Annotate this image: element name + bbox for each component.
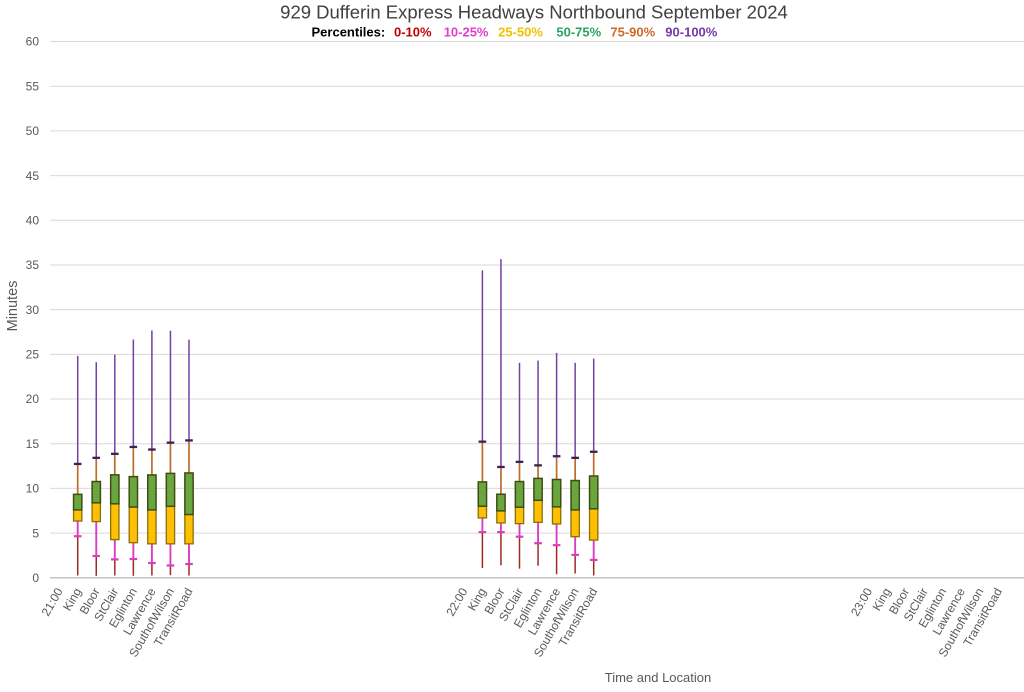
svg-text:90-100%: 90-100% <box>665 25 717 40</box>
svg-text:Minutes: Minutes <box>5 281 21 332</box>
svg-text:55: 55 <box>26 79 40 93</box>
svg-text:5: 5 <box>32 526 39 540</box>
svg-text:50-75%: 50-75% <box>556 25 601 40</box>
svg-text:30: 30 <box>26 303 40 317</box>
svg-text:10-25%: 10-25% <box>444 25 489 40</box>
svg-text:45: 45 <box>26 169 40 183</box>
svg-text:Percentiles:: Percentiles: <box>312 25 386 40</box>
svg-text:929 Dufferin Express Headways: 929 Dufferin Express Headways Northbound… <box>280 2 788 23</box>
svg-text:10: 10 <box>26 482 40 496</box>
svg-text:25-50%: 25-50% <box>498 25 543 40</box>
svg-text:0-10%: 0-10% <box>394 25 432 40</box>
svg-text:20: 20 <box>26 392 40 406</box>
svg-text:25: 25 <box>26 348 40 362</box>
svg-text:60: 60 <box>26 35 40 49</box>
svg-text:40: 40 <box>26 213 40 227</box>
svg-text:15: 15 <box>26 437 40 451</box>
svg-text:50: 50 <box>26 124 40 138</box>
svg-text:0: 0 <box>32 571 39 585</box>
svg-text:35: 35 <box>26 258 40 272</box>
svg-text:Time and Location: Time and Location <box>605 670 711 685</box>
svg-text:75-90%: 75-90% <box>610 25 655 40</box>
